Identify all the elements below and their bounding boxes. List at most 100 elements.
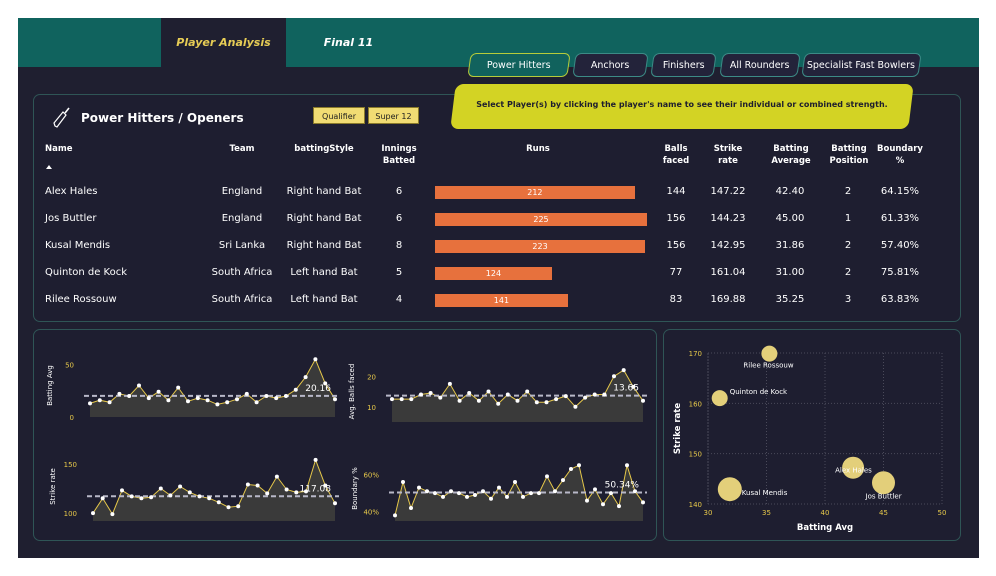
filter-all-rounders-button[interactable]: All Rounders bbox=[719, 53, 801, 77]
column-header-batting-average[interactable]: Batting Average bbox=[771, 144, 811, 166]
data-point bbox=[139, 496, 144, 501]
column-header-batting-style[interactable]: battingStyle bbox=[294, 144, 354, 154]
data-point bbox=[476, 398, 481, 403]
data-point bbox=[583, 395, 588, 400]
runs-bar bbox=[435, 294, 568, 307]
scatter-chart-panel bbox=[663, 329, 961, 541]
cricket-bat-icon bbox=[53, 107, 70, 128]
x-tick-label: 50 bbox=[938, 509, 947, 517]
data-point bbox=[117, 391, 122, 396]
data-point bbox=[137, 383, 141, 388]
y-tick-label: 160 bbox=[689, 400, 702, 408]
data-point bbox=[612, 374, 616, 379]
point-label: Kusal Mendis bbox=[742, 489, 788, 497]
column-header-innings-batted[interactable]: Innings Batted bbox=[381, 144, 417, 166]
runs-bar-label: 223 bbox=[532, 242, 548, 251]
y-tick-label: 150 bbox=[64, 461, 77, 469]
data-point bbox=[573, 404, 578, 409]
player-name-cell[interactable]: Jos Buttler bbox=[45, 213, 97, 224]
y-tick-label: 170 bbox=[689, 350, 702, 358]
runs-bar bbox=[435, 240, 646, 253]
data-point bbox=[449, 489, 453, 494]
balls-faced-cell: 156 bbox=[666, 213, 686, 224]
column-header-batting-position[interactable]: Batting Position bbox=[829, 144, 869, 166]
batting-position-cell: 1 bbox=[844, 213, 852, 224]
tab-player-analysis[interactable]: Player Analysis bbox=[161, 18, 286, 67]
data-point bbox=[601, 502, 605, 507]
strike-rate-vs-average-scatter: 30 35 40 45 50 140 150 160 170 Rilee Rossouw Quint… bbox=[673, 345, 947, 533]
player-name-cell[interactable]: Rilee Rossouw bbox=[45, 294, 117, 305]
boundary-percent-trend-chart: 50.34% 40% 60% Boundary % bbox=[351, 463, 647, 521]
column-header-strike-rate[interactable]: Strike rate bbox=[713, 144, 743, 166]
data-point bbox=[303, 375, 308, 380]
filter-specialist-fast-bowlers-button[interactable]: Specialist Fast Bowlers bbox=[801, 53, 922, 77]
filter-anchors-button[interactable]: Anchors bbox=[572, 53, 649, 77]
column-header-boundary-percent[interactable]: Boundary % bbox=[877, 144, 923, 166]
column-header-name[interactable]: Name bbox=[45, 144, 73, 154]
data-point bbox=[323, 483, 328, 488]
runs-bar-label: 225 bbox=[533, 215, 549, 224]
scatter-point bbox=[872, 471, 895, 495]
player-name-cell[interactable]: Quinton de Kock bbox=[45, 267, 128, 278]
scatter-point bbox=[842, 456, 865, 479]
area-fill bbox=[93, 459, 335, 521]
x-axis-label: Batting Avg bbox=[797, 523, 853, 533]
data-point bbox=[265, 491, 270, 496]
data-point bbox=[525, 389, 530, 394]
batting-avg-trend-chart: 20.16 0 50 Batting Avg bbox=[46, 357, 339, 422]
runs-bar bbox=[435, 186, 635, 199]
area-fill bbox=[392, 370, 643, 422]
data-point bbox=[235, 397, 239, 402]
data-point bbox=[633, 489, 637, 494]
data-point bbox=[625, 463, 629, 468]
data-point bbox=[457, 491, 461, 496]
data-point bbox=[168, 493, 173, 498]
data-point bbox=[617, 504, 621, 509]
column-header-team[interactable]: Team bbox=[229, 144, 255, 154]
data-point bbox=[264, 394, 269, 398]
data-point bbox=[166, 398, 171, 403]
data-point bbox=[274, 474, 279, 479]
data-point bbox=[254, 400, 259, 405]
data-point bbox=[592, 392, 597, 397]
innings-cell: 5 bbox=[395, 267, 403, 278]
batting-position-cell: 2 bbox=[844, 186, 852, 197]
super-12-filter-button[interactable]: Super 12 bbox=[368, 107, 419, 124]
data-point bbox=[129, 494, 134, 499]
data-point bbox=[486, 389, 491, 394]
qualifier-filter-button[interactable]: Qualifier bbox=[313, 107, 365, 124]
data-point bbox=[313, 357, 318, 362]
team-cell: England bbox=[221, 213, 263, 224]
batting-average-cell: 45.00 bbox=[775, 213, 805, 224]
data-point bbox=[529, 491, 533, 496]
point-label: Quinton de Kock bbox=[730, 388, 788, 396]
data-point bbox=[333, 501, 337, 506]
data-point bbox=[195, 396, 200, 401]
data-point bbox=[569, 467, 573, 471]
column-header-runs[interactable]: Runs bbox=[526, 144, 550, 154]
data-point bbox=[293, 387, 298, 392]
y-tick-label: 150 bbox=[689, 451, 702, 459]
filter-power-hitters-button[interactable]: Power Hitters bbox=[467, 53, 571, 77]
y-axis-label: Batting Avg bbox=[46, 365, 54, 406]
y-tick-label: 40% bbox=[363, 509, 379, 517]
column-header-balls-faced[interactable]: Balls faced bbox=[662, 144, 690, 166]
filter-finishers-button[interactable]: Finishers bbox=[650, 53, 717, 77]
y-tick-label: 0 bbox=[70, 414, 74, 422]
player-name-cell[interactable]: Alex Hales bbox=[45, 186, 98, 197]
data-point bbox=[609, 491, 613, 496]
strike-rate-cell: 144.23 bbox=[710, 213, 746, 224]
data-point bbox=[333, 397, 337, 402]
scatter-point bbox=[761, 345, 778, 362]
sort-ascending-icon[interactable] bbox=[46, 165, 52, 169]
team-cell: Sri Lanka bbox=[218, 240, 266, 251]
strike-rate-trend-chart: 117.08 100 150 Strike rate bbox=[49, 457, 339, 521]
batting-position-cell: 3 bbox=[844, 294, 852, 305]
data-point bbox=[91, 511, 95, 516]
tab-final-11[interactable]: Final 11 bbox=[323, 36, 374, 49]
data-point bbox=[481, 489, 485, 494]
data-point bbox=[146, 396, 151, 401]
data-point bbox=[425, 489, 429, 494]
data-point bbox=[505, 392, 510, 397]
player-name-cell[interactable]: Kusal Mendis bbox=[45, 240, 111, 251]
